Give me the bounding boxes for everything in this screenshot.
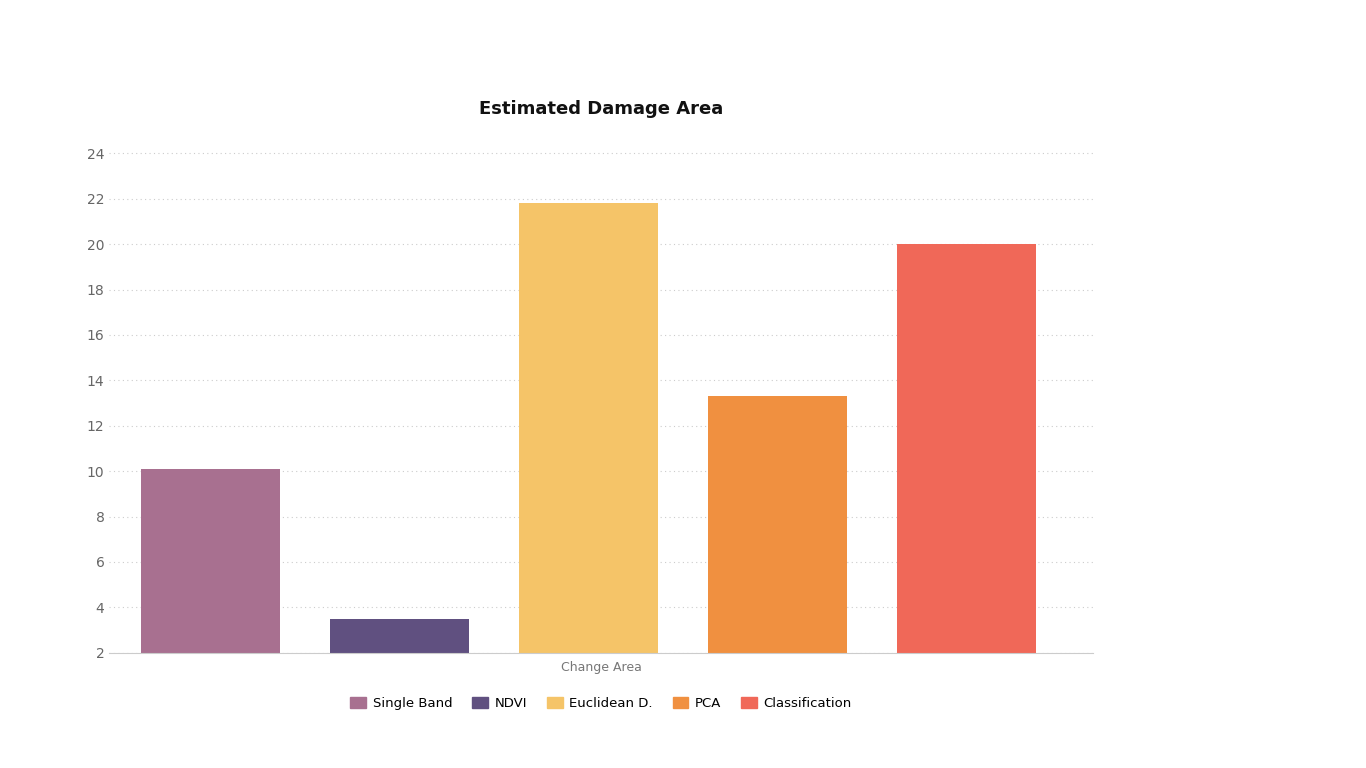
Bar <box>141 469 280 653</box>
Legend: Single Band, NDVI, Euclidean D., PCA, Classification: Single Band, NDVI, Euclidean D., PCA, Cl… <box>346 692 856 715</box>
Title: Estimated Damage Area: Estimated Damage Area <box>479 100 723 118</box>
Bar <box>708 396 847 653</box>
Bar <box>519 204 658 653</box>
Bar <box>897 244 1035 653</box>
X-axis label: Change Area: Change Area <box>560 661 642 674</box>
Bar <box>331 619 469 653</box>
